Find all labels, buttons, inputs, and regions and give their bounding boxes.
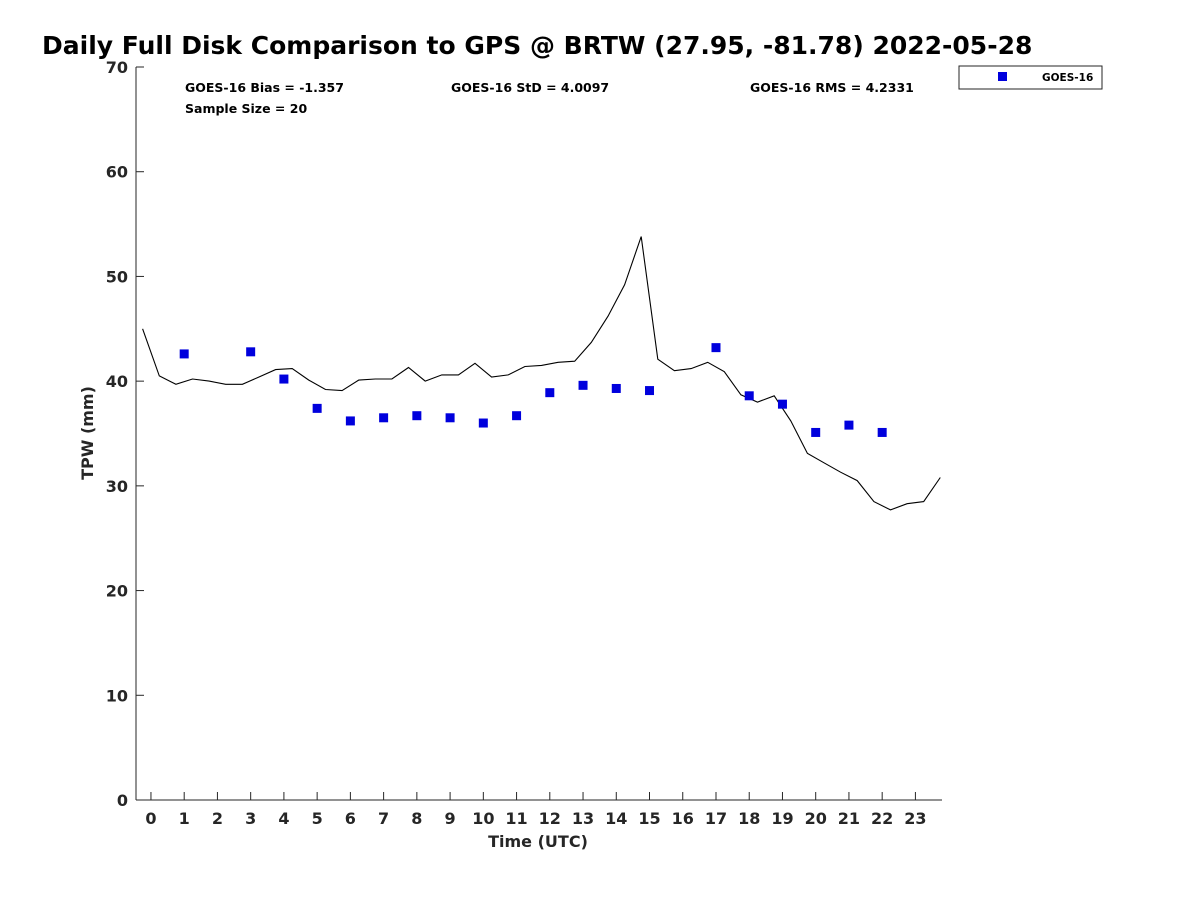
x-tick-label: 21 xyxy=(838,809,860,828)
x-tick-label: 8 xyxy=(411,809,422,828)
x-tick-label: 7 xyxy=(378,809,389,828)
y-tick-label: 0 xyxy=(117,791,128,810)
goes16-point xyxy=(379,413,389,423)
legend-marker-goes16 xyxy=(998,72,1007,81)
std-stat: GOES-16 StD = 4.0097 xyxy=(451,80,609,95)
y-tick-label: 60 xyxy=(106,163,128,182)
goes16-point xyxy=(611,383,621,393)
y-tick-label: 40 xyxy=(106,372,128,391)
goes16-point xyxy=(777,399,787,409)
y-tick-label: 30 xyxy=(106,477,128,496)
goes16-point xyxy=(645,386,655,396)
goes16-point xyxy=(345,416,355,426)
x-tick-label: 13 xyxy=(572,809,594,828)
goes16-point xyxy=(711,343,721,353)
gps-series-line xyxy=(142,236,941,511)
rms-stat: GOES-16 RMS = 4.2331 xyxy=(750,80,914,95)
legend-label-goes16: GOES-16 xyxy=(1042,72,1093,84)
x-tick-label: 11 xyxy=(505,809,527,828)
bias-stat: GOES-16 Bias = -1.357 xyxy=(185,80,344,95)
x-tick-label: 17 xyxy=(705,809,727,828)
y-tick-label: 20 xyxy=(106,582,128,601)
goes16-point xyxy=(179,349,189,359)
x-tick-label: 10 xyxy=(472,809,494,828)
goes16-point xyxy=(744,391,754,401)
goes16-point xyxy=(445,413,455,423)
x-tick-label: 0 xyxy=(145,809,156,828)
goes16-point xyxy=(246,347,256,357)
x-tick-label: 1 xyxy=(179,809,190,828)
goes16-point xyxy=(279,374,289,384)
goes16-point xyxy=(811,427,821,437)
goes16-point xyxy=(478,418,488,428)
x-tick-label: 23 xyxy=(904,809,926,828)
legend-box xyxy=(958,65,1103,90)
y-axis-ticks: 0 10 20 30 40 50 60 70 xyxy=(106,58,144,810)
x-tick-label: 15 xyxy=(638,809,660,828)
x-tick-label: 12 xyxy=(539,809,561,828)
x-tick-label: 9 xyxy=(445,809,456,828)
y-axis-label: TPW (mm) xyxy=(78,386,97,480)
plot-area xyxy=(135,67,942,801)
x-axis-label: Time (UTC) xyxy=(488,832,588,851)
goes16-point xyxy=(512,411,522,421)
y-tick-label: 70 xyxy=(106,58,128,77)
goes16-point xyxy=(412,411,422,421)
y-tick-label: 10 xyxy=(106,686,128,705)
x-axis-ticks: 0 1 2 3 4 5 6 7 8 9 10 11 12 13 14 15 16 17 18 19 20 21 22 23 xyxy=(145,792,927,828)
y-tick-label: 50 xyxy=(106,267,128,286)
gps-line xyxy=(142,236,941,511)
goes16-point xyxy=(844,420,854,430)
goes16-series-markers xyxy=(179,343,887,437)
goes16-point xyxy=(545,388,555,398)
x-tick-label: 18 xyxy=(738,809,760,828)
x-tick-label: 16 xyxy=(672,809,694,828)
goes16-point xyxy=(312,403,322,413)
chart-title: Daily Full Disk Comparison to GPS @ BRTW… xyxy=(42,31,1032,60)
legend: GOES-16 xyxy=(958,65,1103,90)
x-tick-label: 2 xyxy=(212,809,223,828)
sample-size-stat: Sample Size = 20 xyxy=(185,101,307,116)
x-tick-label: 4 xyxy=(278,809,289,828)
x-tick-label: 14 xyxy=(605,809,627,828)
x-tick-label: 3 xyxy=(245,809,256,828)
goes16-point xyxy=(877,427,887,437)
x-tick-label: 6 xyxy=(345,809,356,828)
x-tick-label: 19 xyxy=(771,809,793,828)
x-tick-label: 20 xyxy=(805,809,827,828)
goes16-point xyxy=(578,380,588,390)
x-tick-label: 5 xyxy=(312,809,323,828)
x-tick-label: 22 xyxy=(871,809,893,828)
